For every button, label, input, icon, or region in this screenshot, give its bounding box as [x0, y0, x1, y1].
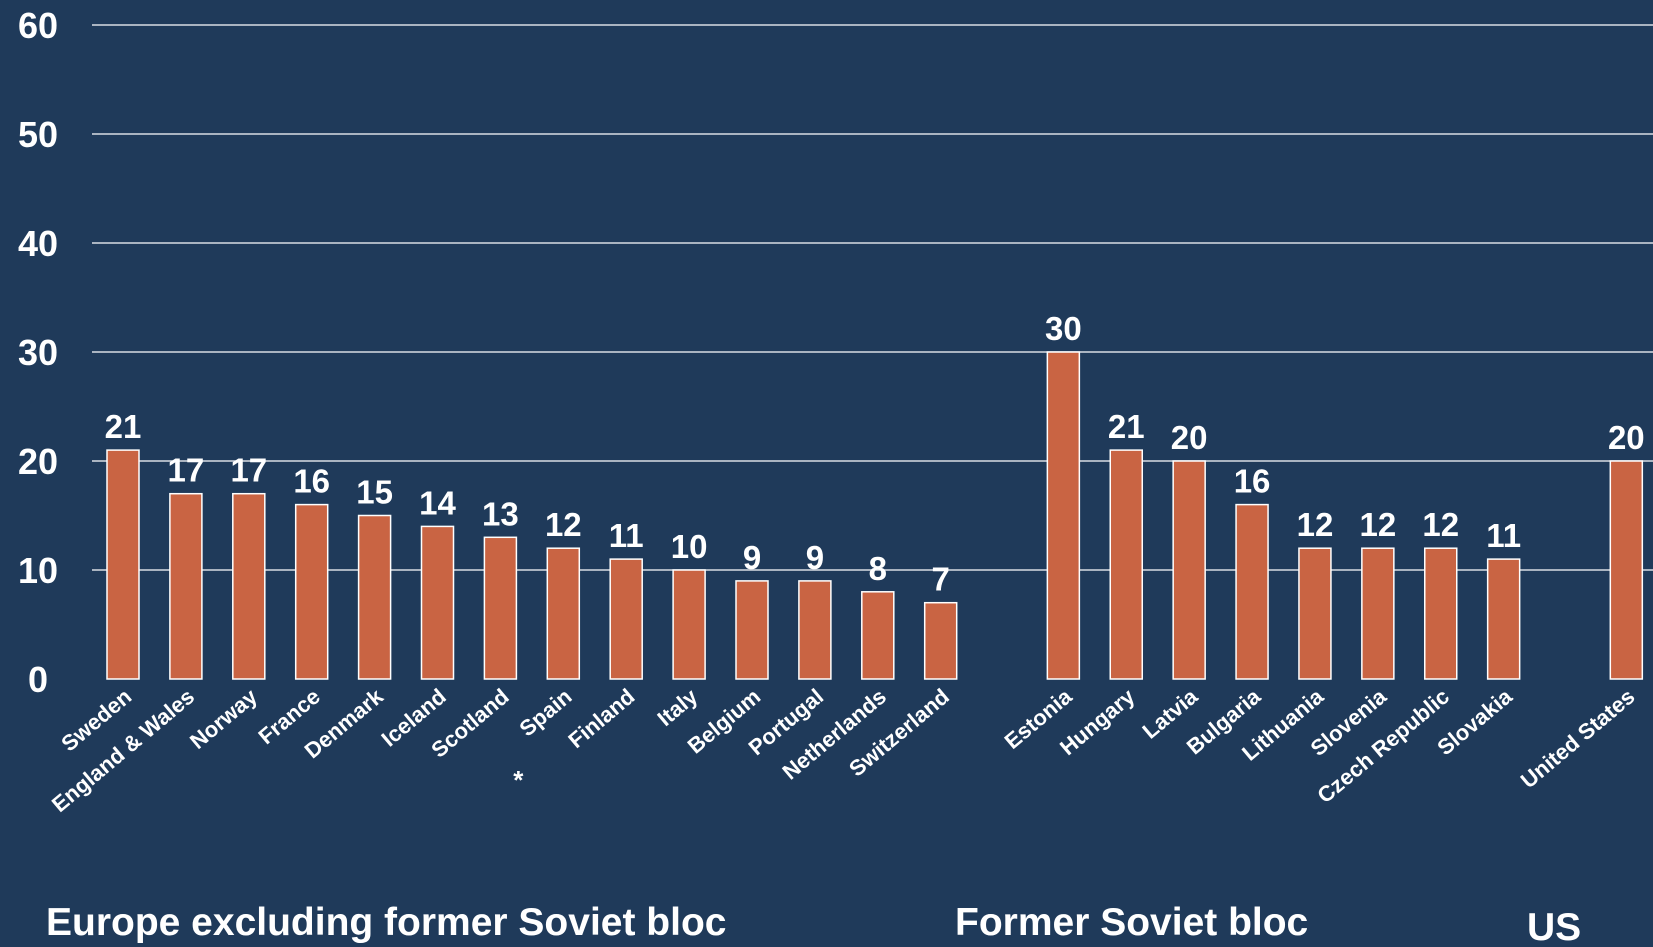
bar-denmark	[357, 514, 392, 680]
data-label: 13	[482, 495, 519, 532]
bar-hungary	[1109, 449, 1144, 680]
y-axis-ticks: 0 10 20 30 40 50 60	[18, 5, 58, 700]
bar-slovakia	[1486, 558, 1521, 680]
data-label: 12	[1422, 506, 1459, 543]
bar-lithuania	[1298, 547, 1332, 680]
bar-bulgaria	[1235, 503, 1269, 680]
bar-switzerland	[923, 601, 958, 680]
data-label: 21	[1108, 408, 1145, 445]
y-tick-label: 0	[28, 659, 48, 700]
data-label: 12	[1359, 506, 1396, 543]
bar-estonia	[1046, 351, 1081, 680]
group-label: Europe excluding former Soviet bloc	[46, 901, 726, 944]
y-tick-label: 10	[18, 550, 58, 591]
bar-slovenia	[1361, 547, 1395, 680]
data-label: 9	[743, 539, 761, 576]
bars	[106, 351, 1644, 680]
annotation-asterisk: *	[513, 765, 524, 795]
data-label: 12	[1297, 506, 1334, 543]
bar-finland	[609, 558, 643, 680]
data-label: 9	[806, 539, 824, 576]
bar-england-wales	[169, 492, 203, 680]
bar-netherlands	[861, 591, 895, 680]
group-label: US	[1527, 906, 1581, 947]
data-label: 11	[609, 517, 644, 554]
data-label: 16	[293, 463, 330, 500]
bar-czech-republic	[1424, 547, 1458, 680]
y-tick-label: 30	[18, 332, 58, 373]
data-label: 12	[545, 506, 582, 543]
data-label: 21	[105, 408, 142, 445]
data-label: 14	[419, 484, 456, 521]
y-tick-label: 50	[18, 114, 58, 155]
group-labels: Europe excluding former Soviet bloc Forme…	[46, 901, 1581, 947]
data-labels: 21 17 17 16 15 14 13 12 11 10 9 9 8 7 30 21 20 16 12 12 12 11…	[105, 310, 1645, 598]
data-label: 15	[356, 474, 393, 511]
data-label: 7	[932, 561, 950, 598]
x-tick-label: Norway	[185, 683, 263, 754]
bar-latvia	[1172, 460, 1206, 680]
bar-spain	[546, 547, 581, 680]
group-label: Former Soviet bloc	[955, 901, 1308, 944]
bar-norway	[232, 492, 266, 680]
bar-united-states	[1609, 460, 1644, 680]
data-label: 20	[1608, 419, 1645, 456]
y-tick-label: 40	[18, 223, 58, 264]
data-label: 30	[1045, 310, 1082, 347]
y-tick-label: 20	[18, 441, 58, 482]
bar-scotland	[483, 536, 518, 680]
x-tick-label: United States	[1516, 684, 1640, 794]
data-label: 17	[230, 452, 267, 489]
data-label: 10	[671, 528, 708, 565]
x-tick-label: Italy	[653, 683, 703, 731]
data-label: 16	[1234, 463, 1271, 500]
bar-italy	[672, 569, 706, 680]
bar-france	[294, 503, 329, 680]
bar-iceland	[420, 525, 455, 680]
data-label: 8	[869, 550, 887, 587]
bar-belgium	[735, 580, 769, 680]
data-label: 17	[168, 452, 205, 489]
data-label: 11	[1486, 517, 1521, 554]
bar-portugal	[798, 580, 832, 680]
data-label: 20	[1171, 419, 1208, 456]
bar-sweden	[106, 449, 140, 680]
x-tick-label: Finland	[563, 684, 639, 753]
y-tick-label: 60	[18, 5, 58, 46]
